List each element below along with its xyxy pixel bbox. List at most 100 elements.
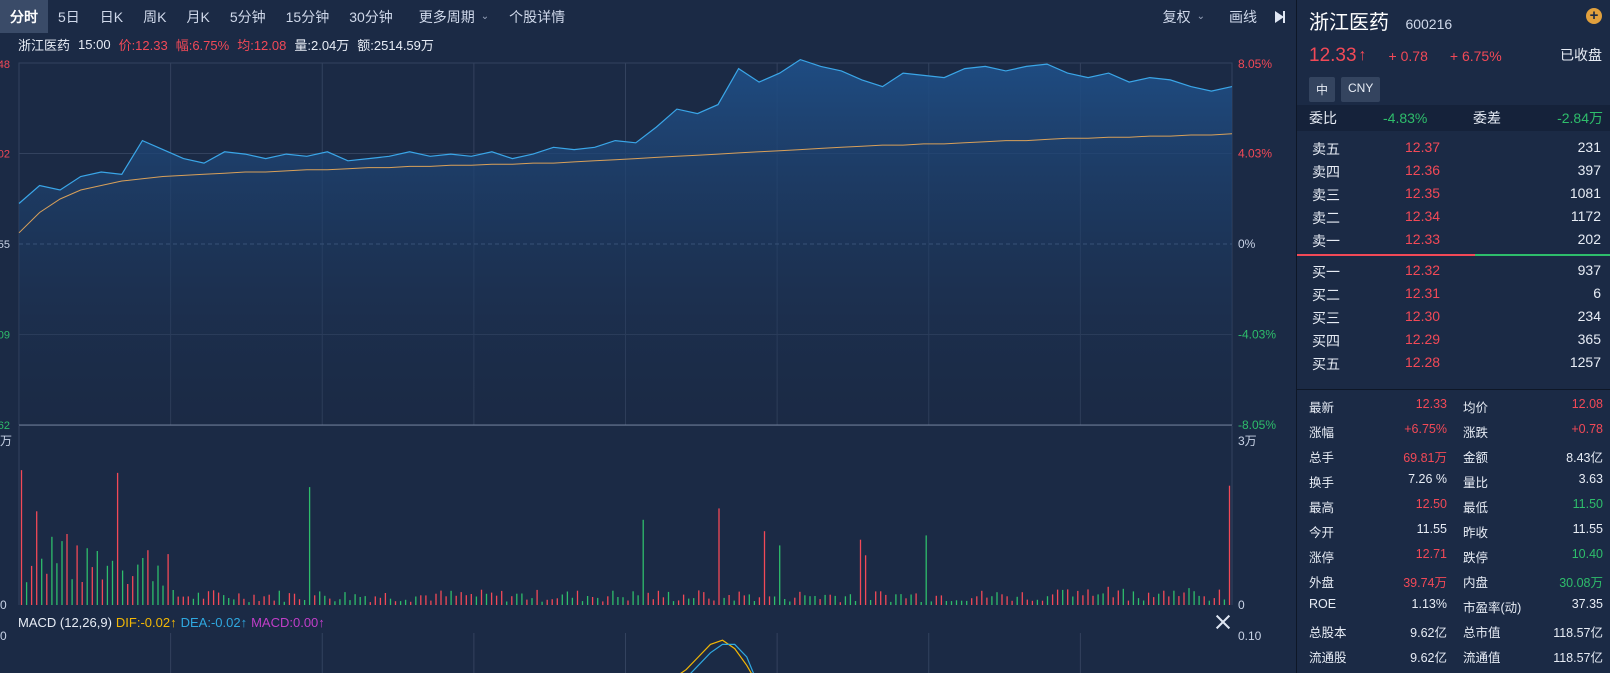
add-watchlist-icon[interactable]: + — [1586, 8, 1602, 24]
stat-value: 11.55 — [1572, 522, 1603, 536]
stat-value: 12.71 — [1415, 547, 1447, 561]
info-price: 价:12.33 — [118, 37, 168, 53]
stat-key: 最新 — [1309, 401, 1335, 415]
ask-label: 卖一 — [1312, 233, 1340, 249]
info-avg: 均:12.08 — [237, 37, 287, 53]
stat-row: 流通股 9.62亿 流通值 118.57亿 — [1297, 642, 1610, 667]
price-axis-label: 48 — [0, 59, 10, 71]
stat-value: +0.78 — [1571, 422, 1603, 436]
macd-value: MACD:0.00↑ — [251, 614, 325, 630]
tab-label: 日K — [99, 8, 124, 25]
stock-code: 600216 — [1405, 16, 1453, 32]
ask-label: 卖四 — [1312, 164, 1340, 180]
stat-key: 均价 — [1463, 401, 1489, 415]
bid-label: 买三 — [1312, 310, 1340, 326]
price-axis-label: 55 — [0, 239, 10, 251]
ask-volume: 397 — [1577, 162, 1601, 178]
order-ratio-value: -4.83% — [1383, 110, 1428, 126]
ask-row: 卖一 12.33 202 — [1297, 228, 1610, 251]
stat-value: 37.35 — [1571, 597, 1603, 611]
bid-row: 买一 12.32 937 — [1297, 259, 1610, 282]
macd-dif: DIF:-0.02↑ — [115, 614, 177, 630]
ask-row: 卖四 12.36 397 — [1297, 159, 1610, 182]
tab-stock-details[interactable]: 个股详情 — [499, 0, 575, 33]
tab-label: 周K — [143, 8, 167, 25]
market-status: 已收盘 — [1560, 47, 1602, 63]
bid-price: 12.29 — [1405, 331, 1441, 347]
price-row: 12.33 ↑ + 0.78 + 6.75% — [1309, 45, 1598, 67]
stat-key: 总手 — [1309, 451, 1335, 465]
stat-row: 最新 12.33 均价 12.08 — [1297, 392, 1610, 417]
pct-axis-label: 0% — [1238, 237, 1256, 251]
stat-key: 今开 — [1309, 526, 1335, 540]
info-volume: 量:2.04万 — [294, 37, 350, 53]
chevron-down-icon: ⌄ — [1196, 11, 1205, 22]
tag-market[interactable]: 中 — [1309, 77, 1336, 102]
stock-name: 浙江医药 — [1309, 12, 1389, 34]
stat-key: 涨幅 — [1309, 426, 1335, 440]
tab-weekly-k[interactable]: 周K — [133, 0, 176, 33]
ask-row: 卖五 12.37 231 — [1297, 136, 1610, 159]
price-line — [18, 58, 1233, 204]
info-change-pct: 幅:6.75% — [175, 37, 230, 53]
stat-value: 11.50 — [1572, 497, 1603, 511]
bid-ask-divider — [1297, 251, 1610, 259]
stat-key: 内盘 — [1463, 576, 1489, 590]
tab-30min[interactable]: 30分钟 — [339, 0, 403, 33]
price-axis-label: 09 — [0, 330, 10, 342]
ask-price: 12.36 — [1405, 162, 1441, 178]
ask-volume: 1172 — [1570, 208, 1601, 224]
stat-row: 最高 12.50 最低 11.50 — [1297, 492, 1610, 517]
stat-row: 涨幅 +6.75% 涨跌 +0.78 — [1297, 417, 1610, 442]
tag-currency[interactable]: CNY — [1341, 77, 1381, 102]
bid-label: 买一 — [1312, 264, 1340, 280]
stat-row: 今开 11.55 昨收 11.55 — [1297, 517, 1610, 542]
tab-monthly-k[interactable]: 月K — [176, 0, 219, 33]
tab-label: 30分钟 — [349, 8, 393, 25]
volume-axis-label: 0 — [0, 629, 7, 643]
tab-5min[interactable]: 5分钟 — [220, 0, 276, 33]
chart-canvas[interactable]: 48 8.05% 02 4.03% 55 0% 09 -4.03% 62 -8.05% 万 0 3万 0 0… — [0, 0, 1292, 673]
ask-label: 卖三 — [1312, 187, 1340, 203]
stat-key: 市盈率(动) — [1463, 601, 1522, 615]
bid-row: 买四 12.29 365 — [1297, 328, 1610, 351]
stat-row: 换手 7.26 % 量比 3.63 — [1297, 467, 1610, 492]
pct-axis-label: 8.05% — [1238, 57, 1272, 71]
price-change: + 0.78 — [1388, 48, 1428, 64]
stat-key: 流通股 — [1309, 651, 1347, 665]
adjust-rights-dropdown[interactable]: 复权 ⌄ — [1151, 0, 1217, 33]
macd-name: MACD (12,26,9) — [18, 614, 112, 630]
tab-5day[interactable]: 5日 — [48, 0, 90, 33]
info-amount: 额:2514.59万 — [357, 37, 434, 53]
play-icon[interactable] — [1275, 10, 1285, 23]
stat-value: +6.75% — [1404, 422, 1447, 436]
stat-value: 39.74万 — [1403, 576, 1447, 590]
stat-key: 外盘 — [1309, 576, 1335, 590]
stat-row: ROE 1.13% 市盈率(动) 37.35 — [1297, 592, 1610, 617]
bid-price: 12.32 — [1405, 262, 1441, 278]
stat-value: 11.55 — [1416, 522, 1447, 536]
tab-label: 分时 — [10, 8, 38, 25]
order-book: 卖五 12.37 231 卖四 12.36 397 卖三 12.35 1081 卖二 12.3… — [1297, 136, 1610, 374]
arrow-up-icon: ↑ — [1358, 47, 1367, 64]
stats-table: 最新 12.33 均价 12.08 涨幅 +6.75% 涨跌 +0.78 总手 69.81万 金额 8… — [1297, 389, 1610, 667]
draw-line-button[interactable]: 画线 — [1217, 0, 1269, 33]
tab-intraday[interactable]: 分时 — [0, 0, 48, 33]
tab-15min[interactable]: 15分钟 — [276, 0, 340, 33]
ask-volume: 202 — [1577, 231, 1601, 247]
pct-axis-label: -8.05% — [1238, 418, 1276, 432]
close-icon[interactable] — [1214, 613, 1232, 631]
volume-axis-label: 0 — [1238, 598, 1245, 612]
stat-key: 昨收 — [1463, 526, 1489, 540]
ask-label: 卖五 — [1312, 141, 1340, 157]
stat-key: 总市值 — [1463, 626, 1501, 640]
tab-more-periods[interactable]: 更多周期 ⌄ — [409, 0, 499, 33]
ask-volume: 231 — [1577, 139, 1601, 155]
tab-daily-k[interactable]: 日K — [90, 0, 133, 33]
bid-row: 买二 12.31 6 — [1297, 282, 1610, 305]
price-area — [19, 59, 1232, 425]
stat-value: 12.33 — [1415, 397, 1447, 411]
ask-row: 卖三 12.35 1081 — [1297, 182, 1610, 205]
market-tags: 中 CNY — [1309, 77, 1598, 102]
